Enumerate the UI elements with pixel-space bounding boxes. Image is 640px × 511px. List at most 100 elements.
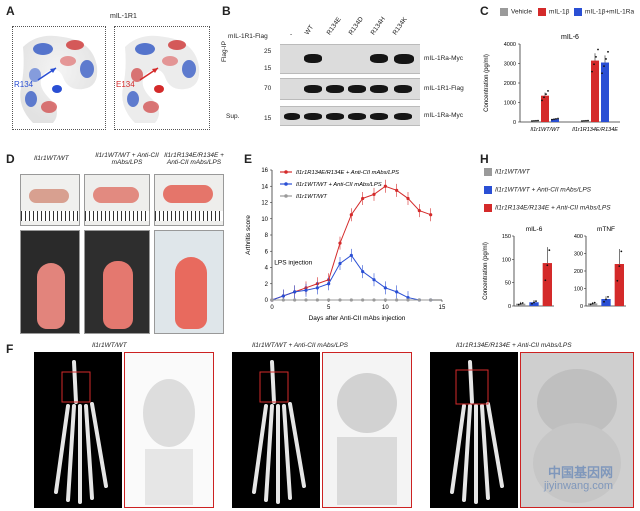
blot-ip-flag — [280, 78, 420, 100]
series-point — [406, 298, 410, 302]
legend-c-il1b: mIL-1β — [538, 8, 569, 17]
ct-label-f2: Il1r1WT/WT + Anti-CII mAbs/LPS — [252, 342, 349, 349]
series-point — [383, 184, 387, 188]
blot-ip-myc — [280, 44, 420, 74]
panel-label-b: B — [222, 4, 231, 18]
y-tick-label: 50 — [505, 281, 511, 287]
protein-surface-mutant — [114, 26, 210, 130]
y-tick-label: 200 — [574, 269, 583, 275]
chart-title: mIL-6 — [561, 34, 579, 41]
bar — [541, 95, 549, 122]
data-point — [607, 296, 609, 298]
lane-label: WT — [303, 24, 316, 37]
x-tick-label: 10 — [382, 305, 389, 311]
series-point — [383, 286, 387, 290]
y-tick-label: 14 — [261, 184, 268, 190]
y-axis-label: Concentration (pg/ml) — [484, 54, 490, 112]
series-point — [327, 282, 331, 286]
paw-photo-top-1 — [20, 174, 80, 226]
legend-h-2: Il1r1WT/WT + Anti-CII mAbs/LPS — [484, 186, 591, 195]
series-point — [417, 209, 421, 213]
data-point — [546, 264, 549, 267]
mw-marker: 25 — [264, 48, 272, 55]
panel-label-f: F — [6, 342, 14, 356]
legend-swatch — [500, 8, 508, 16]
data-point — [531, 120, 533, 122]
mw-marker: 15 — [264, 65, 272, 72]
data-point — [593, 63, 595, 66]
legend-h-3: Il1r1R134E/R134E + Anti-CII mAbs/LPS — [484, 204, 611, 213]
ct-label-f3: Il1r1R134E/R134E + Anti-CII mAbs/LPS — [456, 342, 572, 349]
series-point — [349, 253, 353, 257]
arrow-e134-icon — [139, 67, 159, 81]
y-tick-label: 0 — [508, 304, 511, 310]
photo-label-d3: Il1r1R134E/R134E + Anti-CII mAbs/LPS — [164, 152, 224, 166]
protein-surface-wt — [12, 26, 106, 130]
y-tick-label: 100 — [502, 257, 511, 263]
residue-r134-label: R134 — [14, 80, 34, 89]
legend-swatch — [574, 8, 582, 16]
data-point — [595, 55, 597, 58]
data-point — [519, 302, 522, 305]
legend-label: Vehicle — [511, 8, 532, 16]
series-point — [395, 188, 399, 192]
legend-label: mIL-1β — [549, 8, 570, 16]
panel-label-d: D — [6, 152, 15, 166]
series-point — [417, 298, 421, 302]
blot-label: mIL-1Ra-Myc — [424, 112, 464, 119]
y-tick-label: 3000 — [504, 62, 516, 68]
data-point — [585, 119, 587, 122]
data-point — [591, 70, 593, 73]
series-point — [372, 298, 376, 302]
data-point — [553, 118, 555, 121]
blot-label: mIL-1Ra-Myc — [424, 55, 464, 62]
series-point — [293, 290, 297, 294]
bar — [542, 263, 552, 306]
y-axis-label: Arthritis score — [245, 215, 252, 255]
data-point — [537, 119, 539, 122]
paw-photo-bottom-3 — [154, 230, 224, 334]
series-point — [372, 278, 376, 282]
ct-scan-full-3 — [430, 352, 518, 508]
series-point — [372, 192, 376, 196]
data-point — [607, 50, 609, 53]
y-tick-label: 300 — [574, 252, 583, 258]
chart-e-arthritis: 0 2 4 6 8 10 12 14 16 0 5 10 15 Days after Anti-CII m… — [245, 168, 446, 322]
data-point — [601, 72, 603, 75]
legend-c-il1b-ra: mIL-1β+mIL-1Ra — [574, 8, 634, 17]
chart-title: mIL-6 — [526, 226, 543, 233]
y-tick-label: 12 — [261, 201, 268, 207]
sup-label: Sup. — [226, 113, 240, 120]
y-tick-label: 1000 — [504, 101, 516, 107]
x-tick-label: 5 — [327, 305, 331, 311]
chart-h-il6: mIL-6 0 50 100 150 Concentration (pg/ml) — [483, 226, 554, 310]
ct-scan-zoom-3 — [520, 352, 634, 508]
data-point — [555, 117, 557, 120]
paw-photo-top-2 — [84, 174, 150, 226]
legend-marker — [284, 182, 288, 186]
x-tick-label: Il1r1WT/WT — [530, 127, 560, 133]
data-point — [517, 303, 520, 306]
paw-photo-bottom-2 — [84, 230, 150, 334]
y-tick-label: 2 — [265, 282, 269, 288]
series-point — [406, 295, 410, 300]
data-point — [581, 120, 583, 122]
y-tick-label: 10 — [261, 217, 268, 223]
bar — [601, 299, 611, 306]
x-tick-label: Il1r1R134E/R134E — [572, 127, 618, 133]
data-point — [603, 300, 605, 303]
data-point — [548, 249, 551, 252]
series-point — [383, 298, 387, 302]
legend-label: Il1r1WT/WT + Anti-CII mAbs/LPS — [495, 186, 592, 194]
legend-label: Il1r1R134E/R134E + Anti-CII mAbs/LPS — [296, 170, 399, 176]
ct-scan-full-2 — [232, 352, 320, 508]
panel-label-h: H — [480, 152, 489, 166]
y-tick-label: 150 — [502, 234, 511, 240]
data-point — [605, 298, 607, 301]
legend-swatch — [484, 186, 492, 194]
series-point — [315, 298, 319, 302]
ct-scan-zoom-1 — [124, 352, 214, 508]
data-point — [618, 265, 621, 267]
series-point — [338, 261, 342, 266]
data-point — [533, 120, 535, 122]
